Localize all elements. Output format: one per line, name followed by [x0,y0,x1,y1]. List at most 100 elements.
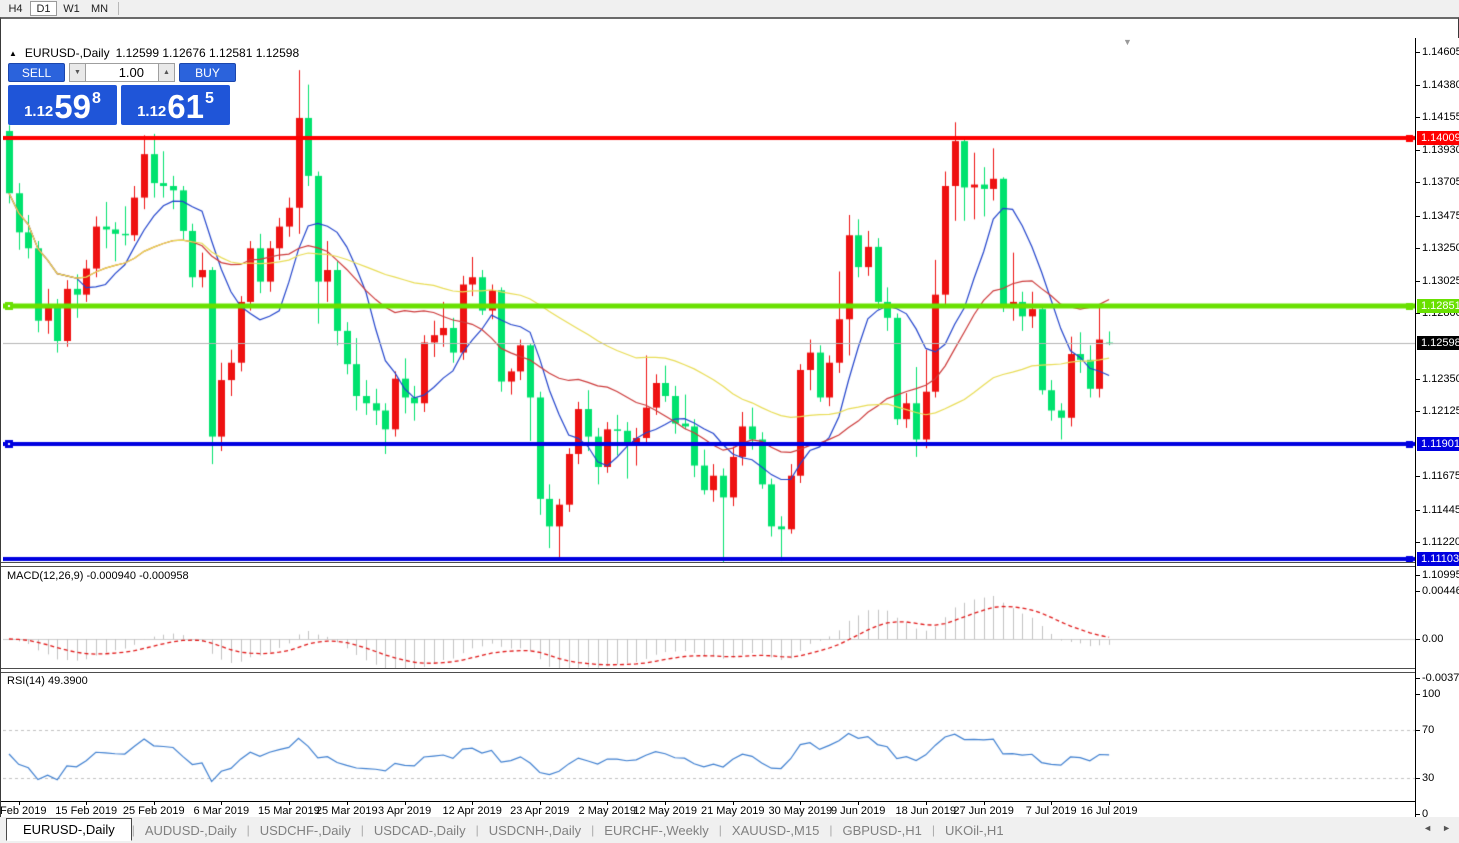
date-tick-label: 30 May 2019 [768,805,833,817]
tab-scroll-left-icon[interactable]: ◄ [1423,823,1433,833]
date-tick-mark [288,802,290,805]
chart-window: ▲ EURUSD-,Daily 1.12599 1.12676 1.12581 … [0,17,1459,820]
price-axis-tick: 1.10995 [1416,569,1459,581]
date-tick-label: 12 Apr 2019 [442,805,502,817]
tick-mark [1416,215,1420,217]
tab-separator: | [718,823,722,837]
price-level-label: 1.14009 [1417,131,1459,146]
price-axis-tick: 1.13475 [1416,210,1459,222]
tab-separator: | [131,823,135,837]
date-tick-mark [18,802,20,805]
date-tick-mark [1051,802,1053,805]
rsi-axis-tick: 100 [1416,688,1440,700]
tick-mark [1416,509,1420,511]
chart-tab-eurusd-daily[interactable]: EURUSD-,Daily [6,817,132,841]
buy-price-pips: 61 [167,88,204,125]
rsi-indicator-label: RSI(14) 49.3900 [7,675,88,687]
date-tick-mark [983,802,985,805]
date-tick-label: 2 May 2019 [578,805,637,817]
date-tick-mark [472,802,474,805]
tick-mark [1416,476,1420,478]
chart-tab-usdcnh-daily[interactable]: USDCNH-,Daily [488,822,582,838]
sell-price-fraction: 8 [92,90,101,107]
collapse-panel-icon[interactable]: ▲ [9,48,17,58]
tick-mark [1416,778,1420,779]
date-tick-label: 15 Feb 2019 [55,805,118,817]
date-tick-mark [539,802,541,805]
date-tick-label: 18 Jun 2019 [895,805,957,817]
volume-increase-button[interactable]: ▲ [158,63,175,82]
timeframe-button-w1[interactable]: W1 [63,2,80,15]
buy-price-prefix: 1.12 [137,103,167,120]
tab-separator: | [246,823,250,837]
tick-mark [1416,542,1420,544]
price-axis-tick: 1.12125 [1416,405,1459,417]
date-tick-mark [665,802,667,805]
date-tick-label: 6 Feb 2019 [0,805,47,817]
chart-tab-ukoil-h1[interactable]: UKOil-,H1 [945,822,1004,838]
macd-axis-tick: -0.003715 [1416,672,1459,684]
tab-separator: | [931,823,936,837]
period-toolbar: H4 D1 W1 MN [0,0,1459,17]
date-tick-label: 6 Mar 2019 [193,805,250,817]
price-axis-tick: 1.13705 [1416,176,1459,188]
tick-mark [1416,574,1420,576]
chart-shift-marker-icon[interactable]: ▼ [1123,37,1132,47]
date-tick-mark [221,802,223,805]
price-axis: 1.14605 1.14380 1.14155 1.13930 1.13705 1.134… [1416,38,1459,820]
chart-symbol-label: EURUSD-,Daily [24,46,110,60]
axis-separator [1415,38,1416,818]
price-axis-tick: 1.13930 [1416,144,1459,156]
tab-separator: | [475,823,479,837]
volume-decrease-button[interactable]: ▼ [69,63,86,82]
timeframe-button-h4[interactable]: H4 [8,2,23,15]
price-axis-tick: 1.11675 [1416,470,1459,482]
date-tick-label: 23 Apr 2019 [510,805,570,817]
chart-tab-bar: EURUSD-,Daily | AUDUSD-,Daily | USDCHF-,Dail… [0,817,1459,843]
price-axis-tick: 1.14155 [1416,111,1459,123]
chart-tab-usdchf-daily[interactable]: USDCHF-,Daily [259,822,351,838]
chart-tab-audusd-daily[interactable]: AUDUSD-,Daily [144,822,237,838]
tick-mark [1416,248,1420,250]
tab-scroll-right-icon[interactable]: ► [1442,823,1451,833]
date-tick-mark [925,802,927,805]
chart-tab-usdcad-daily[interactable]: USDCAD-,Daily [373,822,466,838]
tab-separator: | [360,823,364,837]
chart-tab-gbpusd-h1[interactable]: GBPUSD-,H1 [842,822,922,838]
sell-button[interactable]: SELL [8,63,65,82]
rsi-axis-tick: 70 [1416,724,1434,736]
price-axis-tick: 1.11445 [1416,504,1459,516]
price-chart-canvas[interactable] [3,39,1415,818]
date-tick-label: 12 May 2019 [633,805,697,817]
tick-mark [1416,313,1420,315]
volume-input[interactable] [86,63,158,82]
buy-button[interactable]: BUY [179,63,236,82]
tick-mark [1416,814,1420,815]
pane-separator[interactable] [1,562,1459,567]
timeframe-button-mn[interactable]: MN [90,2,109,15]
date-axis: 6 Feb 2019 15 Feb 2019 25 Feb 2019 6 Mar 20… [0,801,1415,817]
chart-tab-eurchf-weekly[interactable]: EURCHF-,Weekly [604,822,709,838]
chart-tab-xauusd-m15[interactable]: XAUUSD-,M15 [731,822,820,838]
date-tick-mark [800,802,802,805]
price-level-label: 1.12598 [1417,335,1459,350]
tick-mark [1416,591,1420,592]
pane-separator[interactable] [1,668,1459,673]
timeframe-button-d1[interactable]: D1 [30,1,57,16]
tick-mark [1416,678,1420,679]
tick-mark [1416,730,1420,731]
macd-axis-tick: 0.004465 [1416,585,1459,597]
price-axis-tick: 1.14380 [1416,79,1459,91]
tick-mark [1416,149,1420,151]
tab-separator: | [591,823,595,837]
one-click-trading-panel: SELL ▼ ▲ BUY 1.12 59 8 1.12 61 5 [8,63,238,125]
buy-price-panel[interactable]: 1.12 61 5 [121,85,230,125]
tick-mark [1416,280,1420,282]
date-tick-label: 7 Jul 2019 [1025,805,1077,817]
tick-mark [1416,117,1420,119]
sell-price-panel[interactable]: 1.12 59 8 [8,85,117,125]
price-axis-tick: 1.12350 [1416,373,1459,385]
price-axis-tick: 1.13250 [1416,242,1459,254]
macd-axis-tick: 0.00 [1416,633,1443,645]
toolbar-separator [118,2,119,15]
